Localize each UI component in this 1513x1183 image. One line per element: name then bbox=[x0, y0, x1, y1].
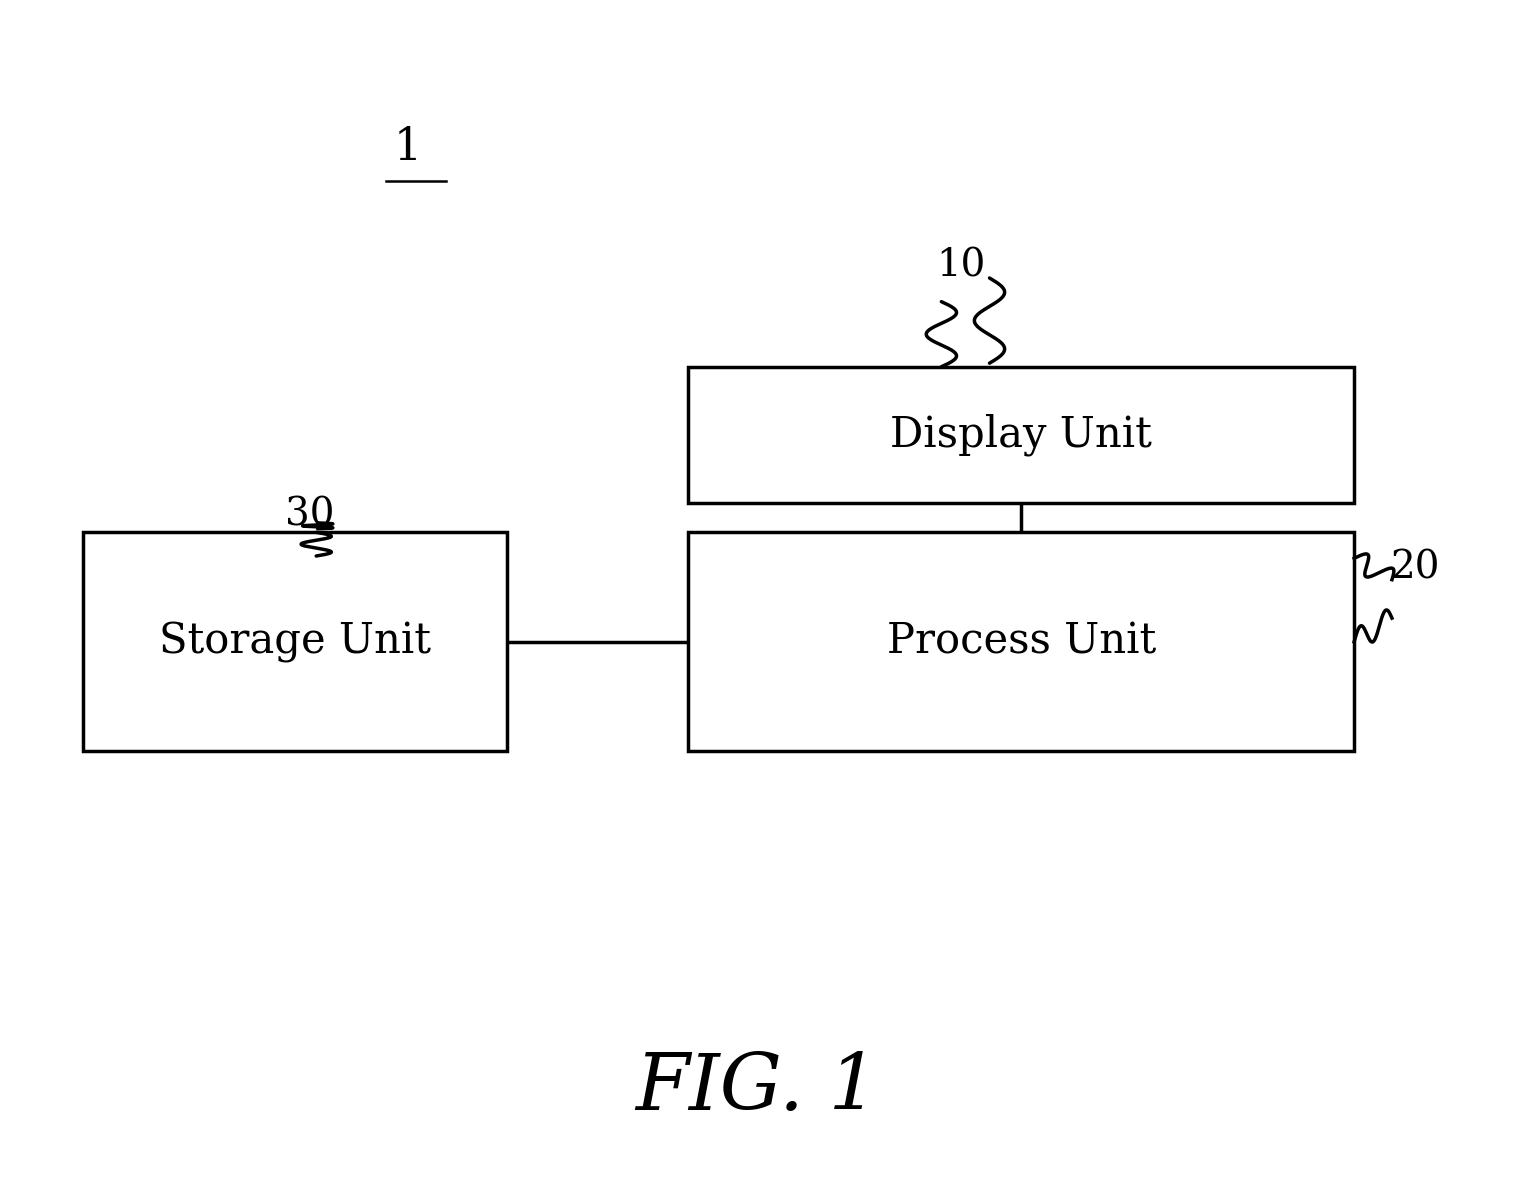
Text: 30: 30 bbox=[286, 496, 334, 534]
Text: 20: 20 bbox=[1390, 549, 1439, 587]
Text: Display Unit: Display Unit bbox=[890, 414, 1153, 455]
Bar bbox=[83, 532, 507, 751]
Text: 1: 1 bbox=[393, 127, 422, 169]
Bar bbox=[688, 532, 1354, 751]
Bar bbox=[688, 367, 1354, 503]
Text: Storage Unit: Storage Unit bbox=[159, 621, 431, 662]
Text: 10: 10 bbox=[937, 247, 985, 285]
Text: FIG. 1: FIG. 1 bbox=[635, 1051, 878, 1126]
Text: Process Unit: Process Unit bbox=[887, 621, 1156, 662]
